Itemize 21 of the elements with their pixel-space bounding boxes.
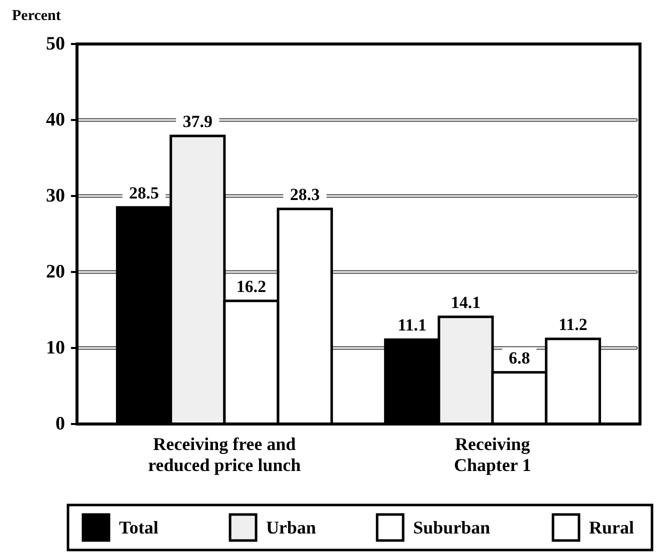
- data-label: 11.1: [398, 316, 427, 335]
- data-label: 11.2: [558, 314, 588, 334]
- data-label: 28.5: [129, 183, 159, 202]
- y-tick-label: 10: [46, 338, 65, 358]
- y-axis-title: Percent: [12, 8, 61, 24]
- data-label: 16.2: [236, 276, 266, 296]
- data-label: 6.8: [508, 348, 530, 368]
- data-label: 37.9: [182, 112, 213, 131]
- y-tick-label: 20: [46, 262, 65, 282]
- data-label: 14.1: [450, 292, 481, 312]
- x-tick-label: Receiving Chapter 1: [454, 434, 532, 475]
- x-tick-label: Receiving free and reduced price lunch: [148, 434, 301, 475]
- legend-label: Rural: [589, 518, 634, 538]
- legend-label: Suburban: [413, 518, 490, 538]
- legend-label: Total: [119, 518, 158, 538]
- y-tick-label: 40: [46, 110, 65, 130]
- y-tick-label: 30: [46, 186, 65, 206]
- data-label: 28.3: [290, 184, 320, 204]
- legend-label: Urban: [266, 518, 316, 538]
- y-tick-label: 50: [46, 34, 65, 54]
- y-tick-label: 0: [56, 414, 65, 434]
